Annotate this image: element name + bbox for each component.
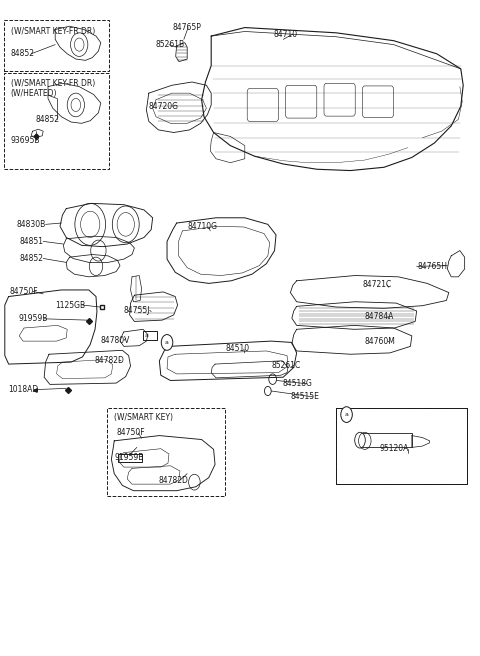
Text: 84721C: 84721C — [362, 280, 392, 289]
Text: 84852: 84852 — [11, 49, 35, 58]
Text: 84750F: 84750F — [10, 287, 38, 296]
Text: 84852: 84852 — [19, 254, 43, 263]
Text: 84518G: 84518G — [282, 379, 312, 388]
Text: 93695B: 93695B — [11, 136, 40, 145]
Text: 1125GB: 1125GB — [55, 300, 85, 310]
Text: 85261B: 85261B — [156, 40, 185, 49]
Ellipse shape — [355, 432, 365, 448]
Text: 84765P: 84765P — [173, 23, 202, 32]
Text: 95120A: 95120A — [379, 444, 408, 453]
Text: 84782D: 84782D — [94, 356, 124, 365]
Text: a: a — [145, 333, 149, 338]
Text: 84780V: 84780V — [101, 336, 130, 345]
Text: 84720G: 84720G — [149, 102, 179, 111]
Bar — [143, 331, 157, 340]
Text: (W/SMART KEY): (W/SMART KEY) — [114, 413, 173, 422]
Text: 84852: 84852 — [36, 115, 60, 124]
Text: (W/SMART KEY-FR DR): (W/SMART KEY-FR DR) — [11, 27, 95, 36]
Text: (W/HEATED): (W/HEATED) — [11, 89, 57, 98]
Text: 84510: 84510 — [226, 344, 250, 354]
Text: 84710G: 84710G — [187, 222, 217, 232]
Bar — [336, 408, 467, 484]
Text: 84830B: 84830B — [17, 220, 46, 229]
Text: 84782D: 84782D — [158, 476, 188, 485]
Text: a: a — [165, 340, 169, 345]
Circle shape — [161, 335, 173, 350]
Text: a: a — [345, 412, 348, 417]
Text: 84515E: 84515E — [290, 392, 319, 401]
Text: 84710: 84710 — [274, 30, 298, 39]
Bar — [118, 454, 142, 462]
Text: 84851: 84851 — [19, 237, 43, 246]
Text: 84765H: 84765H — [418, 262, 447, 271]
Text: (W/SMART KEY-FR DR): (W/SMART KEY-FR DR) — [11, 79, 95, 88]
Text: 1018AD: 1018AD — [9, 385, 39, 394]
Circle shape — [341, 407, 352, 422]
Text: 84750F: 84750F — [117, 428, 145, 438]
Text: 91959B: 91959B — [114, 453, 144, 462]
Text: 84755J: 84755J — [124, 306, 150, 315]
Text: 85261C: 85261C — [271, 361, 300, 370]
Text: 84760M: 84760M — [365, 337, 396, 346]
Text: 84784A: 84784A — [365, 312, 394, 321]
Text: 91959B: 91959B — [18, 314, 48, 323]
